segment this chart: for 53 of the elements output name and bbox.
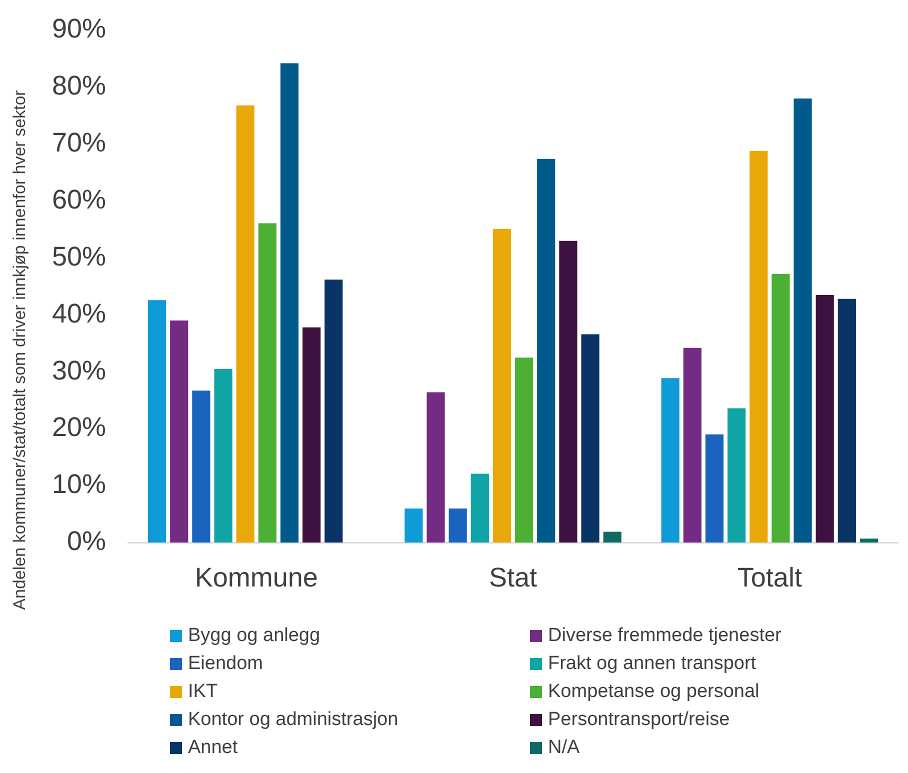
bar (515, 358, 534, 543)
bar (280, 63, 299, 543)
legend-label: Annet (188, 737, 238, 759)
bar (860, 538, 878, 543)
bar (404, 508, 423, 543)
y-tick-label: 90% (52, 14, 106, 44)
bar (426, 392, 445, 543)
y-tick-label: 10% (52, 469, 106, 500)
legend-label: Kompetanse og personal (548, 681, 760, 703)
bar (470, 474, 489, 543)
bar (794, 98, 812, 543)
legend-label: Eiendom (188, 653, 263, 675)
y-tick-label: 60% (52, 184, 106, 214)
y-tick-label: 40% (52, 298, 106, 328)
bar (192, 390, 210, 543)
bar (148, 300, 166, 543)
y-tick-label: 30% (52, 355, 106, 386)
bar (448, 508, 467, 543)
bar (537, 158, 556, 543)
y-tick-label: 80% (52, 70, 106, 101)
bar (214, 368, 232, 543)
bar (816, 294, 834, 543)
bar (258, 223, 276, 543)
legend-label: Kontor og administrasjon (188, 709, 398, 731)
legend-label: Diverse fremmede tjenester (548, 625, 782, 647)
legend-label: Persontransport/reise (548, 709, 730, 731)
x-tick-label: Kommune (194, 562, 318, 592)
bar (324, 280, 343, 543)
bar (492, 228, 512, 543)
y-tick-label: 70% (52, 128, 106, 158)
bar (683, 348, 702, 543)
bar (581, 334, 600, 543)
bar (772, 274, 790, 543)
legend-label: IKT (188, 681, 218, 703)
bar (236, 105, 254, 543)
bar (559, 240, 578, 543)
legend-label: Bygg og anlegg (188, 625, 320, 647)
legend-label: Frakt og annen transport (548, 653, 756, 675)
bar (170, 320, 188, 543)
bar (705, 434, 724, 543)
bar (661, 378, 680, 543)
bar (838, 298, 856, 543)
y-tick-label: 20% (52, 412, 106, 442)
x-tick-label: Stat (489, 562, 538, 592)
bar (728, 408, 746, 543)
x-tick-label: Totalt (737, 562, 802, 592)
bar (603, 532, 622, 543)
legend-label: N/A (548, 737, 580, 759)
bar (750, 150, 768, 543)
bar (302, 327, 321, 543)
y-axis-title: Andelen kommuner/stat/totalt som driver innkjøp innenfor hver sektor (10, 90, 30, 610)
y-tick-label: 50% (52, 241, 106, 272)
y-tick-label: 0% (67, 526, 106, 556)
